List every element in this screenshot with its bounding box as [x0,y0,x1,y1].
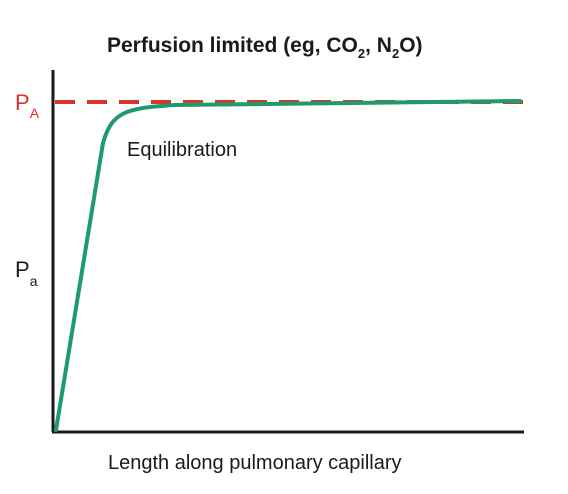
alveolar-label-subscript: A [30,105,40,121]
title-n2o-subscript: 2 [392,46,399,61]
alveolar-label-main: P [15,90,30,115]
title-middle: , N [365,34,392,57]
arterial-pressure-label: Pa [15,257,38,289]
arterial-label-main: P [15,257,30,282]
arterial-pressure-curve [54,99,522,432]
title-co2-subscript: 2 [358,46,365,61]
x-axis-label: Length along pulmonary capillary [108,452,402,474]
arterial-label-subscript: a [30,273,38,289]
title-main: Perfusion limited (eg, CO [107,34,358,57]
equilibration-annotation: Equilibration [127,139,237,161]
title-end: O) [399,34,422,57]
alveolar-pressure-label: PA [15,90,40,121]
diagram-title: Perfusion limited (eg, CO2, N2O) [107,34,423,61]
